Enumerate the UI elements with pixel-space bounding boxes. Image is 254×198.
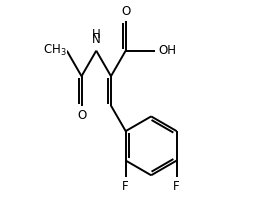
Text: CH$_3$: CH$_3$ bbox=[43, 43, 67, 58]
Text: F: F bbox=[122, 180, 129, 193]
Text: H: H bbox=[92, 28, 101, 41]
Text: O: O bbox=[121, 5, 130, 18]
Text: N: N bbox=[92, 33, 101, 47]
Text: O: O bbox=[77, 109, 86, 122]
Text: F: F bbox=[173, 180, 180, 193]
Text: OH: OH bbox=[158, 44, 176, 57]
